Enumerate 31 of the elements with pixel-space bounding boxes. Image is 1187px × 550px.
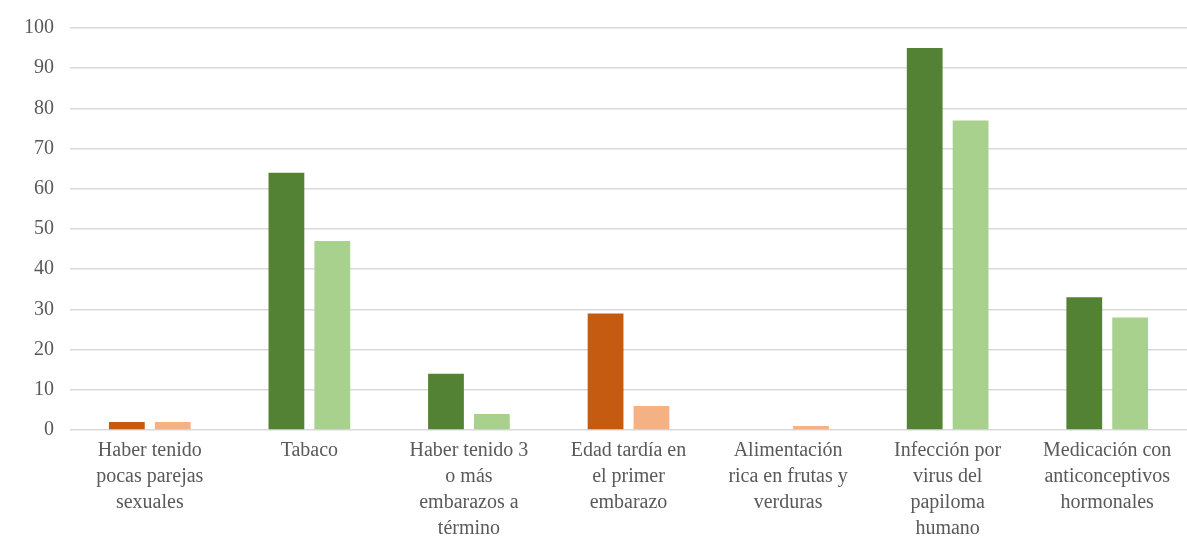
x-tick-label: Haber tenido 3 o más embarazos a término <box>409 438 529 539</box>
bar <box>268 172 305 430</box>
bar <box>314 241 351 430</box>
bar <box>108 421 145 430</box>
x-tick-label: Edad tardía en el primer embarazo <box>570 438 687 513</box>
bar <box>1112 317 1149 430</box>
y-tick-label: 70 <box>34 135 54 158</box>
bar <box>906 48 943 430</box>
bar <box>428 373 464 430</box>
x-tick-label: Alimentación rica en frutas y verduras <box>728 438 848 513</box>
y-tick-label: 50 <box>34 216 54 239</box>
bar <box>154 421 191 430</box>
y-tick-label: 10 <box>34 377 54 400</box>
y-tick-label: 0 <box>44 417 54 440</box>
bar <box>952 120 989 430</box>
bar <box>473 413 510 430</box>
x-tick-label: Tabaco <box>280 438 339 461</box>
y-tick-label: 40 <box>34 256 54 279</box>
bar <box>633 405 670 430</box>
x-tick-label: Haber tenido pocas parejas sexuales <box>96 438 204 513</box>
y-tick-label: 20 <box>34 336 54 359</box>
x-tick-label: Medicación con anticonceptivos hormonales <box>1043 438 1172 513</box>
y-tick-label: 60 <box>34 176 54 199</box>
y-tick-label: 100 <box>24 15 54 38</box>
bar <box>587 313 624 430</box>
y-tick-label: 80 <box>34 95 54 118</box>
y-tick-label: 30 <box>34 296 54 319</box>
bar <box>793 425 829 430</box>
bar <box>1066 297 1103 430</box>
y-tick-label: 90 <box>34 55 54 78</box>
x-tick-label: Infección por virus del papiloma humano <box>894 438 1002 539</box>
